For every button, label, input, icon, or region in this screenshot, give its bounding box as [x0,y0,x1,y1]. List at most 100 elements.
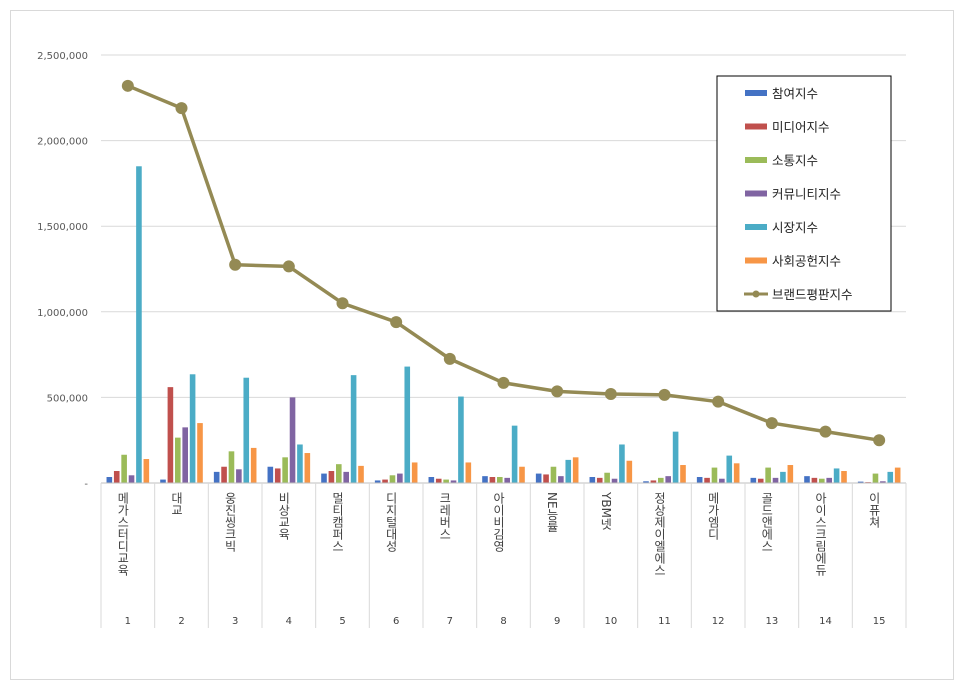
bar [397,473,403,483]
bar [189,374,196,483]
bar [267,466,274,483]
bar [458,396,464,483]
bar [221,466,227,483]
bar [619,444,625,483]
legend-label: 미디어지수 [772,120,830,135]
bar [343,471,349,483]
bar [197,423,203,483]
bar-series [106,166,901,483]
bar [819,478,825,483]
legend-label: 커뮤니티지수 [772,187,841,202]
bar [497,477,503,483]
bar [650,480,657,483]
rank-label: 7 [447,616,453,627]
bar [833,468,840,483]
line-point [443,352,456,365]
line-point [819,425,832,438]
legend-swatch [745,257,767,264]
bar [658,477,664,483]
bar [872,473,879,483]
legend-label: 참여지수 [772,86,818,101]
bar [297,444,303,483]
category-label: 디지털대성 [384,492,398,552]
bar [711,467,718,483]
bar [572,457,579,483]
bar [228,451,235,483]
rank-label: 2 [178,616,184,627]
legend-swatch [745,90,767,96]
bar [167,387,174,483]
bar [596,477,603,483]
bar [336,464,342,483]
y-tick-label: 2,000,000 [37,137,88,148]
y-tick-label: 1,500,000 [37,222,88,233]
bar [289,397,296,483]
rank-label: 6 [393,616,399,627]
line-point [551,385,564,398]
y-tick-label: 500,000 [47,393,88,404]
line-point [121,79,134,92]
bar [780,471,786,483]
line-point [497,376,510,389]
bar [411,462,418,483]
category-label: 크레버스 [438,492,452,540]
bar [811,477,818,483]
bar [719,478,725,483]
line-point [229,258,242,271]
x-axis: 메가스터디교육 1 대교 2 웅진씽크빅 3 비상교육 4 멀티캠퍼스 5 디지털대성 6 크레버스 7 아… [100,482,907,628]
line-series [121,79,886,447]
category-label: 메가스터디교육 [116,492,130,576]
legend-swatch [745,123,767,130]
bar [565,459,572,483]
line-point [390,316,403,329]
rank-label: 8 [500,616,506,627]
bar [428,477,435,483]
bar [550,466,557,483]
y-tick-label: - [84,479,88,490]
bar [511,425,518,483]
line-point [658,388,671,401]
bar [404,366,411,483]
bar [382,479,388,483]
legend-label: 소통지수 [772,153,818,168]
bar [350,375,357,483]
category-label: 메가엠디 [706,492,720,540]
legend-swatch-marker [752,290,760,298]
category-label: 정상제이엘에스 [653,492,667,576]
legend-swatch [745,157,767,163]
bar [665,476,671,483]
bar [250,447,257,483]
category-label: 아이비김영 [492,492,506,552]
category-label: 골드앤에스 [760,492,774,552]
bar [482,476,488,483]
bar [696,477,703,483]
y-tick-label: 1,000,000 [37,308,88,319]
bar [604,472,610,483]
y-tick-label: 2,500,000 [37,51,88,62]
rank-label: 1 [125,616,131,627]
rank-label: 3 [232,616,238,627]
line-point [873,434,886,447]
bar [765,467,771,483]
rank-label: 15 [873,616,886,627]
bar [182,427,188,483]
bar [175,437,181,483]
category-label: NE능률 [545,492,559,533]
rank-label: 9 [554,616,560,627]
bar [236,469,242,483]
bar [543,474,549,483]
bar [880,481,886,483]
bar [643,481,649,483]
bar [358,465,364,483]
category-label: 대교 [170,492,184,516]
bar [535,473,542,483]
bar [304,453,311,483]
category-label: 이퓨쳐 [867,492,881,528]
bar [826,477,832,483]
y-axis: - 500,000 1,000,000 1,500,000 2,000,000 2,500… [37,51,88,490]
rank-label: 4 [286,616,292,627]
bar [704,477,710,483]
bar [787,465,794,483]
bar [274,468,281,483]
